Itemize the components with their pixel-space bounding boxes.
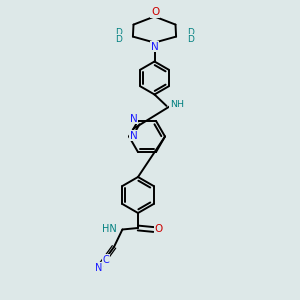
Text: C: C	[103, 255, 109, 265]
Text: N: N	[95, 263, 102, 273]
Text: N: N	[151, 41, 158, 52]
Text: N: N	[130, 113, 137, 124]
Text: O: O	[154, 224, 163, 234]
Text: N: N	[130, 130, 137, 141]
Text: D: D	[115, 35, 122, 44]
Text: D: D	[187, 35, 194, 44]
Text: NH: NH	[170, 100, 184, 109]
Text: D: D	[115, 28, 122, 37]
Text: D: D	[187, 28, 194, 37]
Text: HN: HN	[102, 224, 116, 234]
Text: O: O	[151, 7, 160, 17]
